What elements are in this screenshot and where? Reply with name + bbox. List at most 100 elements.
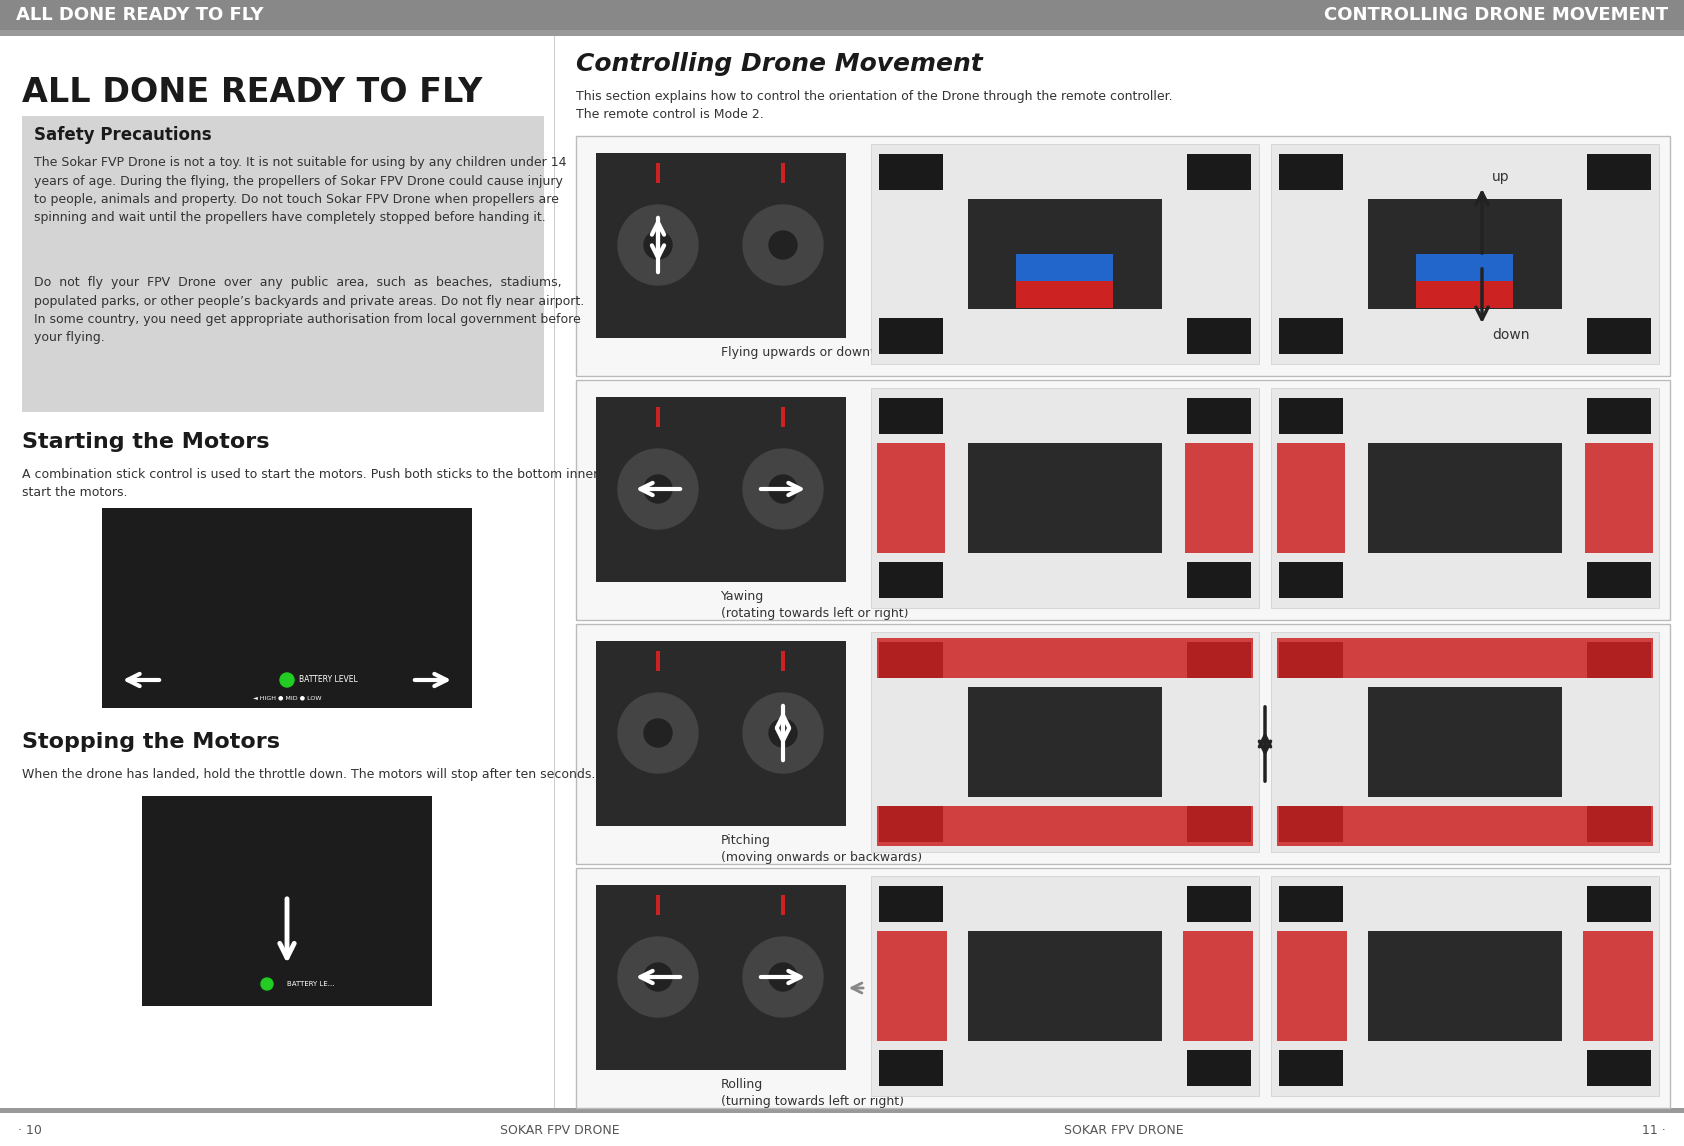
- Text: When the drone has landed, hold the throttle down. The motors will stop after te: When the drone has landed, hold the thro…: [22, 768, 596, 782]
- Bar: [1367, 686, 1563, 796]
- Text: Do  not  fly  your  FPV  Drone  over  any  public  area,  such  as  beaches,  st: Do not fly your FPV Drone over any publi…: [34, 276, 584, 345]
- Bar: [576, 380, 1671, 620]
- Circle shape: [280, 673, 295, 686]
- Bar: [1280, 154, 1344, 190]
- Circle shape: [770, 963, 797, 991]
- Bar: [781, 163, 785, 183]
- Text: Safety Precautions: Safety Precautions: [34, 126, 212, 144]
- Bar: [1182, 931, 1253, 1041]
- Text: The Sokar FVP Drone is not a toy. It is not suitable for using by any children u: The Sokar FVP Drone is not a toy. It is …: [34, 156, 566, 225]
- Bar: [1416, 281, 1512, 308]
- Bar: [657, 407, 660, 427]
- Circle shape: [643, 474, 672, 503]
- Text: up: up: [1492, 170, 1509, 185]
- Bar: [871, 631, 1260, 851]
- Circle shape: [743, 937, 823, 1017]
- Bar: [1187, 317, 1251, 354]
- Bar: [1187, 886, 1251, 923]
- Bar: [596, 397, 845, 582]
- Bar: [657, 163, 660, 183]
- Bar: [1276, 638, 1654, 678]
- Bar: [1276, 444, 1346, 554]
- Circle shape: [618, 205, 697, 285]
- Bar: [1586, 1050, 1650, 1086]
- Bar: [1276, 931, 1347, 1041]
- Bar: [596, 641, 845, 826]
- Bar: [879, 1050, 943, 1086]
- Bar: [879, 398, 943, 434]
- Bar: [877, 638, 1253, 678]
- Bar: [879, 154, 943, 190]
- Bar: [877, 931, 946, 1041]
- Text: Yawing
(rotating towards left or right): Yawing (rotating towards left or right): [721, 590, 908, 620]
- Bar: [1280, 317, 1344, 354]
- Circle shape: [770, 231, 797, 259]
- Bar: [877, 806, 1253, 846]
- Circle shape: [261, 978, 273, 990]
- Bar: [1586, 398, 1650, 434]
- Circle shape: [618, 937, 697, 1017]
- Bar: [871, 388, 1260, 609]
- Text: Pitching
(moving onwards or backwards): Pitching (moving onwards or backwards): [721, 834, 923, 864]
- Bar: [1280, 398, 1344, 434]
- Bar: [657, 651, 660, 672]
- Bar: [968, 686, 1162, 796]
- Circle shape: [770, 474, 797, 503]
- Bar: [0, 1108, 1684, 1113]
- Text: · 10: · 10: [19, 1123, 42, 1137]
- Bar: [1367, 931, 1563, 1041]
- Bar: [1280, 642, 1344, 678]
- Text: ◄ HIGH ● MID ● LOW: ◄ HIGH ● MID ● LOW: [253, 696, 322, 700]
- Bar: [1367, 199, 1563, 309]
- Bar: [1280, 562, 1344, 598]
- Text: SOKAR FPV DRONE: SOKAR FPV DRONE: [500, 1123, 620, 1137]
- Bar: [141, 796, 433, 1006]
- Circle shape: [643, 719, 672, 747]
- Circle shape: [743, 693, 823, 774]
- Bar: [0, 30, 1684, 36]
- Bar: [1271, 876, 1659, 1096]
- Bar: [877, 444, 945, 554]
- Bar: [1583, 931, 1654, 1041]
- Bar: [1015, 254, 1113, 281]
- Bar: [1585, 444, 1654, 554]
- Bar: [1416, 254, 1512, 281]
- Text: BATTERY LEVEL: BATTERY LEVEL: [300, 675, 357, 684]
- Circle shape: [618, 693, 697, 774]
- Bar: [871, 876, 1260, 1096]
- Bar: [1280, 1050, 1344, 1086]
- Bar: [576, 868, 1671, 1108]
- Bar: [1271, 388, 1659, 609]
- Circle shape: [743, 205, 823, 285]
- Text: A combination stick control is used to start the motors. Push both sticks to the: A combination stick control is used to s…: [22, 468, 665, 499]
- Bar: [879, 806, 943, 842]
- Text: down: down: [1492, 328, 1529, 342]
- Text: BATTERY LE...: BATTERY LE...: [286, 981, 335, 987]
- Text: ALL DONE READY TO FLY: ALL DONE READY TO FLY: [22, 76, 482, 109]
- Text: SOKAR FPV DRONE: SOKAR FPV DRONE: [1064, 1123, 1184, 1137]
- Bar: [871, 144, 1260, 364]
- Bar: [1187, 398, 1251, 434]
- Text: This section explains how to control the orientation of the Drone through the re: This section explains how to control the…: [576, 91, 1172, 121]
- Bar: [879, 317, 943, 354]
- Bar: [1271, 631, 1659, 851]
- Text: ALL DONE READY TO FLY: ALL DONE READY TO FLY: [17, 6, 263, 24]
- Text: CONTROLLING DRONE MOVEMENT: CONTROLLING DRONE MOVEMENT: [1324, 6, 1667, 24]
- Bar: [1187, 1050, 1251, 1086]
- Text: Flying upwards or downwards: Flying upwards or downwards: [721, 346, 908, 359]
- Circle shape: [643, 231, 672, 259]
- Bar: [22, 116, 544, 413]
- Bar: [0, 0, 1684, 30]
- Bar: [781, 895, 785, 915]
- Bar: [596, 154, 845, 338]
- Bar: [1015, 281, 1113, 308]
- Bar: [1586, 154, 1650, 190]
- Bar: [1586, 642, 1650, 678]
- Bar: [576, 136, 1671, 376]
- Bar: [879, 886, 943, 923]
- Bar: [576, 625, 1671, 864]
- Bar: [1271, 144, 1659, 364]
- Circle shape: [743, 449, 823, 529]
- Bar: [968, 444, 1162, 554]
- Bar: [1186, 444, 1253, 554]
